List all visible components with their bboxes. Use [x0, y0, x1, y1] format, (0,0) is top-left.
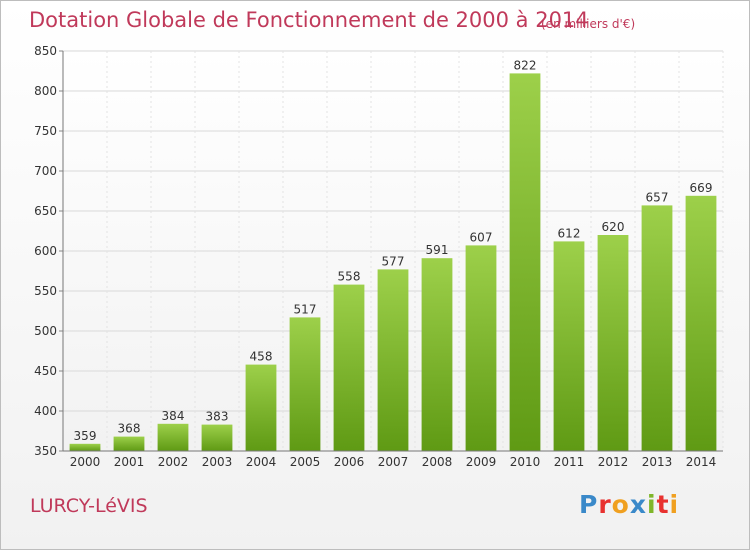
value-label-2012: 620 — [602, 220, 625, 234]
y-tick-label: 400 — [34, 404, 57, 418]
logo-letter: o — [611, 490, 630, 519]
bar-2012 — [597, 235, 629, 451]
value-label-2005: 517 — [294, 302, 317, 316]
bar-2002 — [157, 423, 189, 451]
x-tick-label-2007: 2007 — [378, 455, 409, 469]
bar-2008 — [421, 258, 453, 451]
x-tick-label-2000: 2000 — [70, 455, 101, 469]
x-tick-label-2010: 2010 — [510, 455, 541, 469]
bar-2005 — [289, 317, 321, 451]
value-label-2009: 607 — [470, 230, 493, 244]
value-label-2000: 359 — [74, 429, 97, 443]
bar-layer — [69, 73, 717, 452]
logo-letter: r — [598, 490, 612, 519]
bar-2004 — [245, 364, 277, 451]
bar-2011 — [553, 241, 585, 451]
y-tick-label: 750 — [34, 124, 57, 138]
y-tick-label: 700 — [34, 164, 57, 178]
bar-2003 — [201, 424, 233, 451]
value-label-2008: 591 — [426, 243, 449, 257]
x-tick-label-2003: 2003 — [202, 455, 233, 469]
value-label-2001: 368 — [118, 422, 141, 436]
logo-letter: i — [669, 490, 680, 519]
chart-subtitle: (en milliers d'€) — [541, 17, 636, 31]
y-tick-label: 350 — [34, 444, 57, 458]
value-label-2007: 577 — [382, 254, 405, 268]
x-tick-label-2002: 2002 — [158, 455, 189, 469]
axis-layer: 350 400 450 500 550 600 650 700 750 800 850 2000 200… — [34, 44, 723, 469]
x-tick-label-2005: 2005 — [290, 455, 321, 469]
proxiti-logo: Proxiti — [579, 490, 679, 519]
y-tick-label: 800 — [34, 84, 57, 98]
bar-2006 — [333, 284, 365, 451]
value-label-2002: 384 — [162, 409, 185, 423]
value-label-2010: 822 — [514, 58, 537, 72]
y-tick-label: 550 — [34, 284, 57, 298]
bar-2014 — [685, 195, 717, 451]
y-tick-label: 600 — [34, 244, 57, 258]
logo-letter: x — [629, 490, 647, 519]
value-label-2014: 669 — [690, 181, 713, 195]
y-tick-label: 450 — [34, 364, 57, 378]
place-name: LURCY-LéVIS — [30, 495, 148, 517]
value-label-2006: 558 — [338, 270, 361, 284]
value-label-2013: 657 — [646, 190, 669, 204]
logo-letter: i — [647, 490, 657, 519]
bar-2009 — [465, 245, 497, 451]
bar-2010 — [509, 73, 541, 452]
y-tick-label: 500 — [34, 324, 57, 338]
value-label-2003: 383 — [206, 410, 229, 424]
x-tick-label-2011: 2011 — [554, 455, 585, 469]
x-tick-label-2014: 2014 — [686, 455, 717, 469]
bar-2013 — [641, 205, 673, 451]
value-label-2004: 458 — [250, 350, 273, 364]
bar-2001 — [113, 436, 145, 451]
logo-letter: P — [579, 490, 599, 519]
logo-letter: t — [656, 490, 670, 519]
x-tick-label-2009: 2009 — [466, 455, 497, 469]
x-tick-label-2012: 2012 — [598, 455, 629, 469]
bar-2007 — [377, 269, 409, 451]
y-tick-label: 850 — [34, 44, 57, 58]
bar-2000 — [69, 443, 101, 451]
x-tick-label-2013: 2013 — [642, 455, 673, 469]
x-tick-label-2004: 2004 — [246, 455, 277, 469]
x-tick-label-2001: 2001 — [114, 455, 145, 469]
y-tick-label: 650 — [34, 204, 57, 218]
x-tick-label-2006: 2006 — [334, 455, 365, 469]
value-label-2011: 612 — [558, 226, 581, 240]
label-layer: 359 368 384 383 458 517 558 577 591 607 822 612 620 6… — [74, 58, 713, 442]
chart-title: Dotation Globale de Fonctionnement de 20… — [29, 8, 589, 32]
x-tick-label-2008: 2008 — [422, 455, 453, 469]
